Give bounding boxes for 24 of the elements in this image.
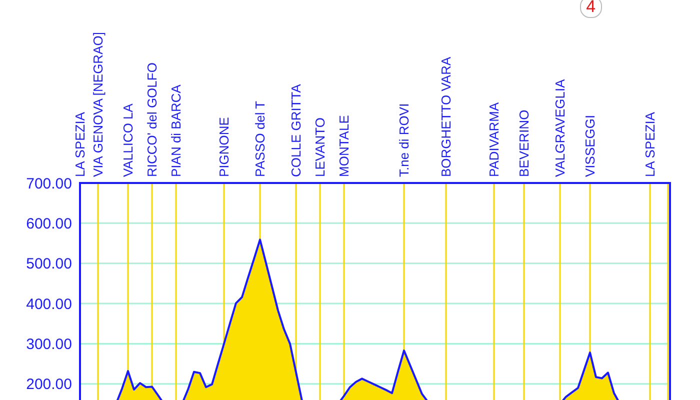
x-tick-label: VISSEGGI — [582, 114, 598, 177]
x-tick-label: LA SPEZIA — [642, 112, 658, 177]
x-tick-label: RICCO' del GOLFO — [144, 62, 160, 177]
x-tick-label: COLLE GRITTA — [288, 84, 304, 177]
x-tick-label: BEVERINO — [516, 110, 532, 177]
y-tick-label: 400.00 — [26, 296, 72, 313]
x-tick-label: PASSO del T — [252, 100, 268, 177]
y-tick-label: 300.00 — [26, 336, 72, 354]
x-tick-label: PIGNONE — [216, 116, 232, 177]
x-tick-label: T.ne di ROVI — [396, 103, 412, 177]
text: 4 — [580, 0, 602, 18]
x-tick-label: LA SPEZIA — [72, 112, 88, 177]
x-tick-label: PADIVARMA — [486, 102, 502, 177]
x-tick-label: VALGRAVEGLIA — [552, 78, 568, 177]
x-tick-label: MONTALE — [336, 114, 352, 177]
y-tick-label: 700.00 — [26, 175, 72, 192]
y-tick-label: 600.00 — [26, 216, 72, 233]
x-tick-label: PIAN di BARCA — [168, 84, 184, 177]
y-tick-label: 500.00 — [26, 256, 72, 273]
x-tick-label: VIA GENOVA [NEGRAO] — [90, 32, 106, 177]
x-tick-label: BORGHETTO VARA — [438, 56, 454, 177]
y-tick-label: 200.00 — [26, 376, 72, 394]
x-tick-label: VALLICO LA — [120, 103, 136, 177]
x-tick-label: LEVANTO — [312, 118, 328, 177]
